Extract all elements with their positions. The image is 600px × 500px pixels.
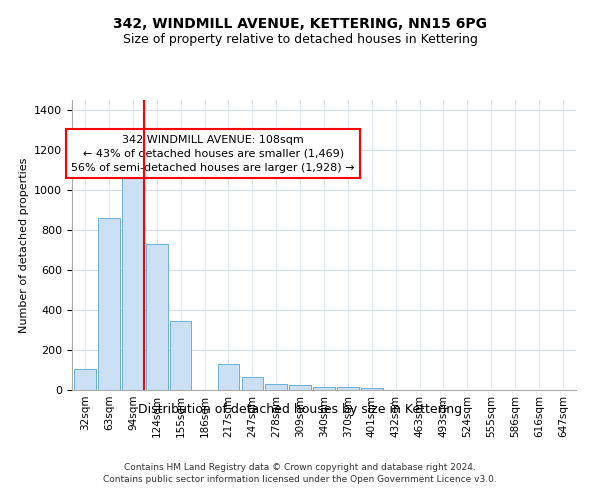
Text: Contains HM Land Registry data © Crown copyright and database right 2024.: Contains HM Land Registry data © Crown c… [124, 462, 476, 471]
Text: Contains public sector information licensed under the Open Government Licence v3: Contains public sector information licen… [103, 475, 497, 484]
Bar [122, 162, 143, 390]
Y-axis label: Number of detached properties: Number of detached properties [19, 158, 29, 332]
Text: Size of property relative to detached houses in Kettering: Size of property relative to detached ho… [122, 32, 478, 46]
Bar [74, 369, 96, 390]
Bar [361, 388, 383, 390]
Bar [337, 387, 359, 390]
Bar [170, 321, 191, 390]
Bar [265, 384, 287, 390]
Bar [289, 385, 311, 390]
Bar [98, 218, 120, 390]
Bar [242, 377, 263, 390]
Bar [218, 364, 239, 390]
Bar [313, 387, 335, 390]
Text: 342, WINDMILL AVENUE, KETTERING, NN15 6PG: 342, WINDMILL AVENUE, KETTERING, NN15 6P… [113, 18, 487, 32]
Text: 342 WINDMILL AVENUE: 108sqm
← 43% of detached houses are smaller (1,469)
56% of : 342 WINDMILL AVENUE: 108sqm ← 43% of det… [71, 135, 355, 173]
Text: Distribution of detached houses by size in Kettering: Distribution of detached houses by size … [138, 402, 462, 415]
Bar [146, 244, 167, 390]
